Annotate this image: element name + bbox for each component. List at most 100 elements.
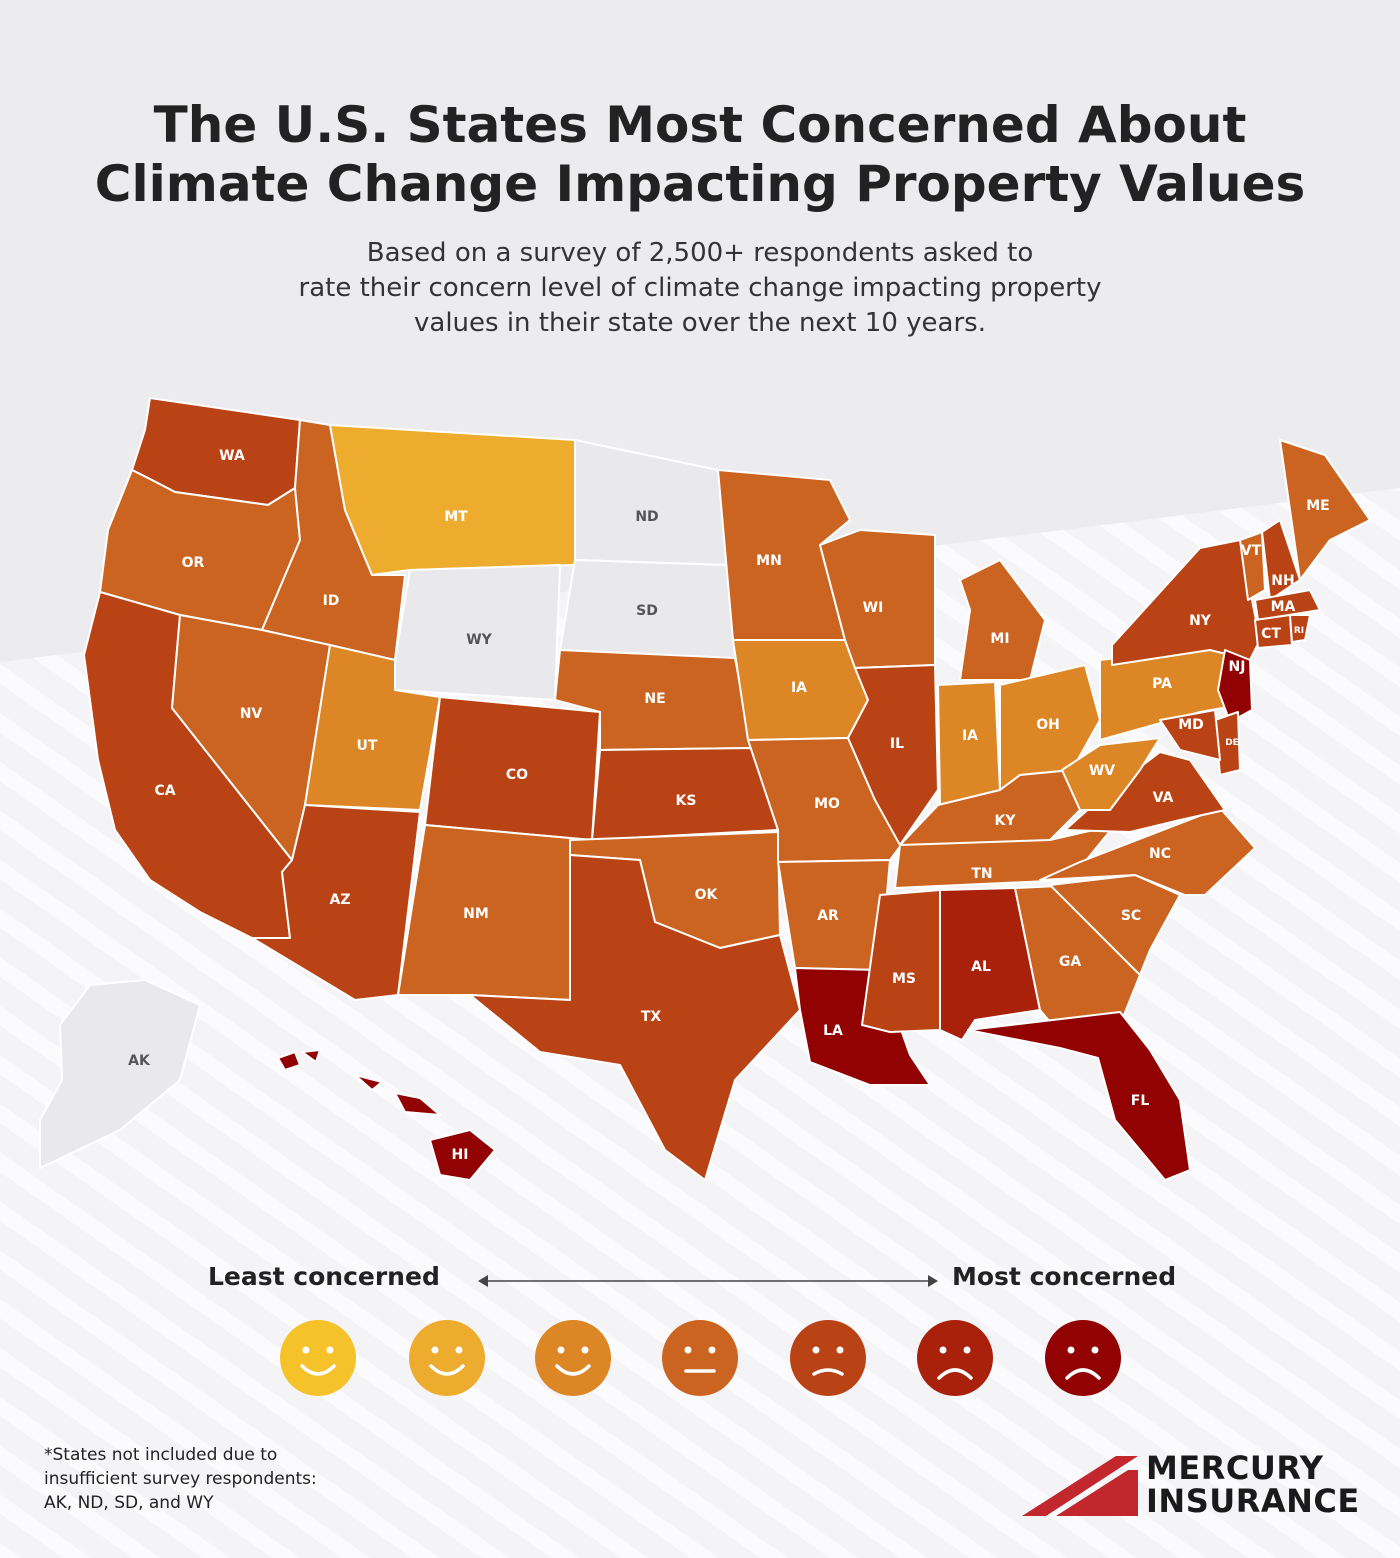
state-label-wa: WA [219,448,245,464]
state-label-oh: OH [1036,717,1060,733]
state-wy [394,564,561,701]
state-label-wv: WV [1089,763,1115,779]
legend-face-2-icon [409,1320,485,1396]
state-label-ct: CT [1261,626,1281,642]
footnote: *States not included due to insufficient… [44,1443,317,1515]
state-label-sd: SD [636,603,658,619]
state-fl [967,1011,1191,1181]
state-me [1279,439,1371,581]
footnote-line-1: *States not included due to [44,1445,278,1465]
labels-layer: WA OR CA ID NV MT WY UT AZ CO NM ND SD NE KS OK TX MN IA MO… [128,448,1330,1163]
state-label-ak: AK [128,1053,151,1069]
legend-face-4-icon [662,1320,738,1396]
page-title: The U.S. States Most Concerned About Cli… [0,96,1400,214]
legend-faces [280,1320,1121,1396]
state-label-az: AZ [330,892,351,908]
state-label-ut: UT [357,738,378,754]
state-label-ar: AR [817,908,839,924]
us-map: WA OR CA ID NV MT WY UT AZ CO NM ND SD NE KS OK TX MN IA MO… [39,397,1371,1181]
state-hi [277,1049,496,1181]
title-line-1: The U.S. States Most Concerned About [153,96,1247,154]
legend-face-5-icon [790,1320,866,1396]
state-ny [1111,539,1261,666]
subtitle-line-1: Based on a survey of 2,500+ respondents … [366,238,1034,268]
subtitle-line-3: values in their state over the next 10 y… [414,308,986,338]
state-label-va: VA [1153,790,1174,806]
state-label-ms: MS [892,971,916,987]
state-label-hi: HI [452,1147,469,1163]
state-label-mo: MO [814,796,840,812]
state-label-co: CO [506,767,528,783]
state-vt [1239,531,1266,601]
state-label-mn: MN [756,553,782,569]
state-ma [1254,589,1321,621]
legend-most-label: Most concerned [952,1262,1177,1291]
state-md [1159,709,1221,761]
footnote-line-3: AK, ND, SD, and WY [44,1493,214,1513]
state-label-pa: PA [1152,676,1172,692]
state-label-nd: ND [635,509,658,525]
legend-face-1-icon [280,1320,356,1396]
state-label-nc: NC [1149,846,1171,862]
state-mi [959,559,1046,681]
state-label-ks: KS [676,793,697,809]
state-label-nv: NV [240,706,263,722]
logo-line-2: INSURANCE [1146,1482,1360,1520]
state-nm [397,824,593,1001]
state-label-de: DE [1225,738,1239,748]
state-label-tx: TX [641,1009,662,1025]
subtitle: Based on a survey of 2,500+ respondents … [200,236,1200,341]
state-label-nm: NM [463,906,489,922]
state-label-fl: FL [1131,1093,1150,1109]
state-label-wy: WY [466,632,492,648]
state-label-tn: TN [971,866,992,882]
state-label-ny: NY [1189,613,1212,629]
state-label-nj: NJ [1229,659,1246,675]
legend-least-label: Least concerned [208,1262,440,1291]
state-nc [1039,807,1256,896]
state-label-ia: IA [791,680,807,696]
legend-face-7-icon [1045,1320,1121,1396]
state-label-sc: SC [1121,908,1141,924]
legend-face-3-icon [535,1320,611,1396]
logo-text: MERCURY INSURANCE [1146,1452,1360,1518]
state-label-ky: KY [995,813,1017,829]
state-label-ne: NE [644,691,665,707]
state-label-wi: WI [863,600,884,616]
state-label-ca: CA [154,783,175,799]
state-label-ri: RI [1294,626,1304,636]
state-ct [1254,614,1293,649]
subtitle-line-2: rate their concern level of climate chan… [298,273,1102,303]
logo-line-1: MERCURY [1146,1449,1324,1487]
legend-face-6-icon [917,1320,993,1396]
legend-arrow [478,1275,938,1287]
title-line-2: Climate Change Impacting Property Values [94,155,1306,213]
state-nj [1217,649,1253,723]
state-tx [469,854,801,1181]
state-ak [39,979,201,1169]
state-label-md: MD [1178,717,1204,733]
state-mt [329,424,576,576]
state-ms [861,889,941,1033]
state-label-al: AL [971,959,991,975]
state-label-id: ID [323,593,340,609]
state-wv [1061,737,1161,811]
mercury-insurance-logo: MERCURY INSURANCE [1016,1452,1359,1522]
state-label-il: IL [890,736,904,752]
state-label-ma: MA [1271,599,1296,615]
state-label-me: ME [1306,498,1330,514]
state-label-ga: GA [1059,954,1081,970]
state-label-mt: MT [444,509,468,525]
logo-mark-icon [1022,1456,1138,1516]
state-label-nh: NH [1271,573,1294,589]
state-label-ia: IA [962,728,978,744]
state-nd [574,439,729,566]
state-label-la: LA [823,1023,843,1039]
state-il [847,664,939,846]
state-label-mi: MI [990,631,1009,647]
state-az [251,804,421,1001]
footnote-line-2: insufficient survey respondents: [44,1469,317,1489]
state-ri [1289,614,1311,643]
state-label-ok: OK [695,887,719,903]
state-label-vt: VT [1241,543,1262,559]
